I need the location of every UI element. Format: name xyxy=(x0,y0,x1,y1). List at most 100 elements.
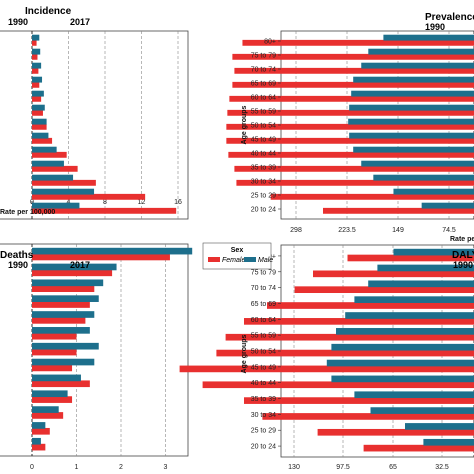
bar-female xyxy=(32,412,64,419)
bar-male xyxy=(32,104,45,111)
bar-male xyxy=(326,359,474,367)
bar-female xyxy=(32,39,37,46)
bar-female xyxy=(32,109,43,116)
panel-title: Prevalence xyxy=(425,12,474,23)
bar-female xyxy=(32,364,73,372)
bar-male xyxy=(32,406,59,413)
tick-label: 12 xyxy=(138,199,146,206)
bar-female xyxy=(236,179,474,186)
category-label: 30 to 34 xyxy=(251,179,276,186)
year-left-label: 1990 xyxy=(8,260,28,270)
panels: 0481216Incidence19902017Rate per 100,000… xyxy=(0,6,474,471)
tick-label: 97.5 xyxy=(336,464,350,471)
category-label: 60 to 64 xyxy=(251,95,276,102)
panel-frame xyxy=(0,30,189,220)
bar-female xyxy=(32,269,113,277)
tick-label: 8 xyxy=(103,199,107,206)
bar-male xyxy=(361,160,474,167)
bar-male xyxy=(368,280,474,288)
tick-label: 1 xyxy=(75,464,79,471)
legend-swatch-male xyxy=(244,257,256,262)
bar-male xyxy=(32,34,40,41)
category-label: 50 to 54 xyxy=(251,349,276,356)
category-label: 55 to 59 xyxy=(251,333,276,340)
category-label: 60 to 64 xyxy=(251,317,276,324)
bar-female xyxy=(232,81,474,88)
bar-male xyxy=(354,296,474,303)
bar-male xyxy=(405,423,474,430)
x-axis-title: Rate per 100,000 xyxy=(450,236,474,243)
bar-female xyxy=(225,333,474,341)
bar-male xyxy=(32,342,99,350)
tick-label: 32.5 xyxy=(435,464,449,471)
bar-female xyxy=(32,95,42,102)
tick-label: 65 xyxy=(389,464,397,471)
bar-male xyxy=(32,279,104,287)
bar-female xyxy=(216,349,474,357)
bar-female xyxy=(202,381,474,389)
category-label: 50 to 54 xyxy=(251,123,276,130)
bar-male xyxy=(32,437,41,445)
chart-panel-prevalence: 298 223.5 149 74.5 80+ 75 to 79 70 to 74 65 to … xyxy=(226,12,474,243)
legend-label-male: Male xyxy=(258,257,273,264)
bar-female xyxy=(262,413,474,420)
tick-label: 16 xyxy=(174,199,182,206)
bar-male xyxy=(351,90,474,97)
panel-title: Incidence xyxy=(25,6,72,17)
bar-female xyxy=(32,179,96,186)
bar-female xyxy=(32,443,46,451)
category-label: 70 to 74 xyxy=(251,285,276,292)
bar-male xyxy=(353,146,474,153)
bar-male xyxy=(32,247,193,255)
bar-male xyxy=(32,327,90,334)
bar-male xyxy=(354,391,474,399)
bar-male xyxy=(373,174,474,181)
bar-male xyxy=(32,188,95,195)
bar-male xyxy=(32,48,41,55)
category-label: 55 to 59 xyxy=(251,109,276,116)
panel-title: Deaths xyxy=(0,250,34,261)
bar-male xyxy=(32,132,49,139)
bar-male xyxy=(421,202,474,209)
tick-label: 0 xyxy=(30,464,34,471)
tick-label: 74.5 xyxy=(442,227,456,234)
bar-male xyxy=(32,118,47,125)
bar-male xyxy=(345,312,474,319)
bar-female xyxy=(32,380,90,388)
year-right-label: 2017 xyxy=(70,260,90,270)
bar-female xyxy=(313,270,474,278)
bar-female xyxy=(347,254,474,262)
y-axis-title: Age groups xyxy=(241,334,248,373)
tick-label: 223.5 xyxy=(338,227,356,234)
panel-frame xyxy=(0,243,189,457)
year-right-label: 2017 xyxy=(70,17,90,27)
category-label: 25 to 29 xyxy=(251,428,276,435)
category-label: 20 to 24 xyxy=(251,207,276,214)
category-label: 80+ xyxy=(264,39,276,46)
bar-male xyxy=(32,358,95,366)
bar-female xyxy=(232,53,474,60)
bar-male xyxy=(349,132,474,139)
category-label: 40 to 44 xyxy=(251,380,276,387)
bar-male xyxy=(32,374,81,382)
bar-female xyxy=(234,165,474,172)
legend-box xyxy=(202,242,272,270)
legend: Sex Female Male xyxy=(202,242,273,270)
bar-female xyxy=(32,253,170,261)
bar-female xyxy=(270,193,474,200)
bar-female xyxy=(234,67,474,74)
category-label: 20 to 24 xyxy=(251,444,276,451)
bar-female xyxy=(363,444,474,452)
bar-male xyxy=(353,76,474,83)
bar-male xyxy=(32,202,80,209)
bar-female xyxy=(32,317,86,324)
category-label: 35 to 39 xyxy=(251,396,276,403)
bar-female xyxy=(32,165,78,172)
category-label: 70 to 74 xyxy=(251,67,276,74)
bar-male xyxy=(32,160,64,167)
bar-female xyxy=(226,123,474,130)
category-label: 25 to 29 xyxy=(251,193,276,200)
